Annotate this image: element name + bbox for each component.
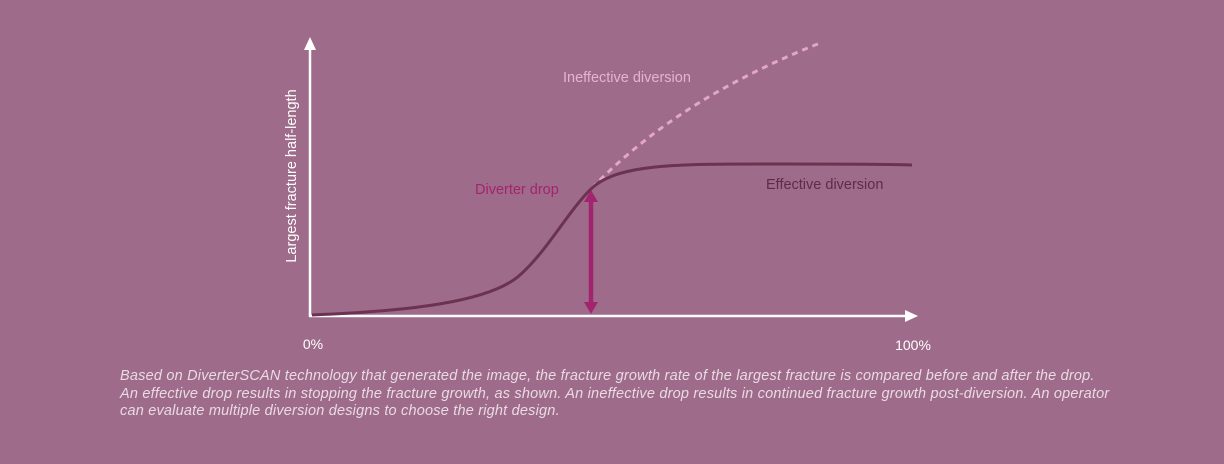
diverter-drop-marker	[584, 190, 598, 314]
diverter-drop-arrowhead-top	[584, 190, 598, 202]
y-axis-arrowhead	[304, 37, 316, 50]
diverter-drop-label: Diverter drop	[475, 182, 559, 198]
figure-caption: Based on DiverterSCAN technology that ge…	[120, 368, 1110, 419]
effective-diversion-curve	[311, 162, 913, 317]
ineffective-diversion-label: Ineffective diversion	[563, 70, 691, 86]
x-axis-end-label: 100%	[895, 337, 931, 353]
axes	[304, 37, 918, 322]
ineffective-diversion-curve	[590, 41, 821, 190]
effective-diversion-label: Effective diversion	[766, 177, 883, 193]
x-axis-arrowhead	[905, 310, 918, 322]
x-axis-start-label: 0%	[303, 336, 323, 352]
diverter-drop-arrowhead-bottom	[584, 302, 598, 314]
y-axis-label: Largest fracture half-length	[284, 89, 300, 262]
